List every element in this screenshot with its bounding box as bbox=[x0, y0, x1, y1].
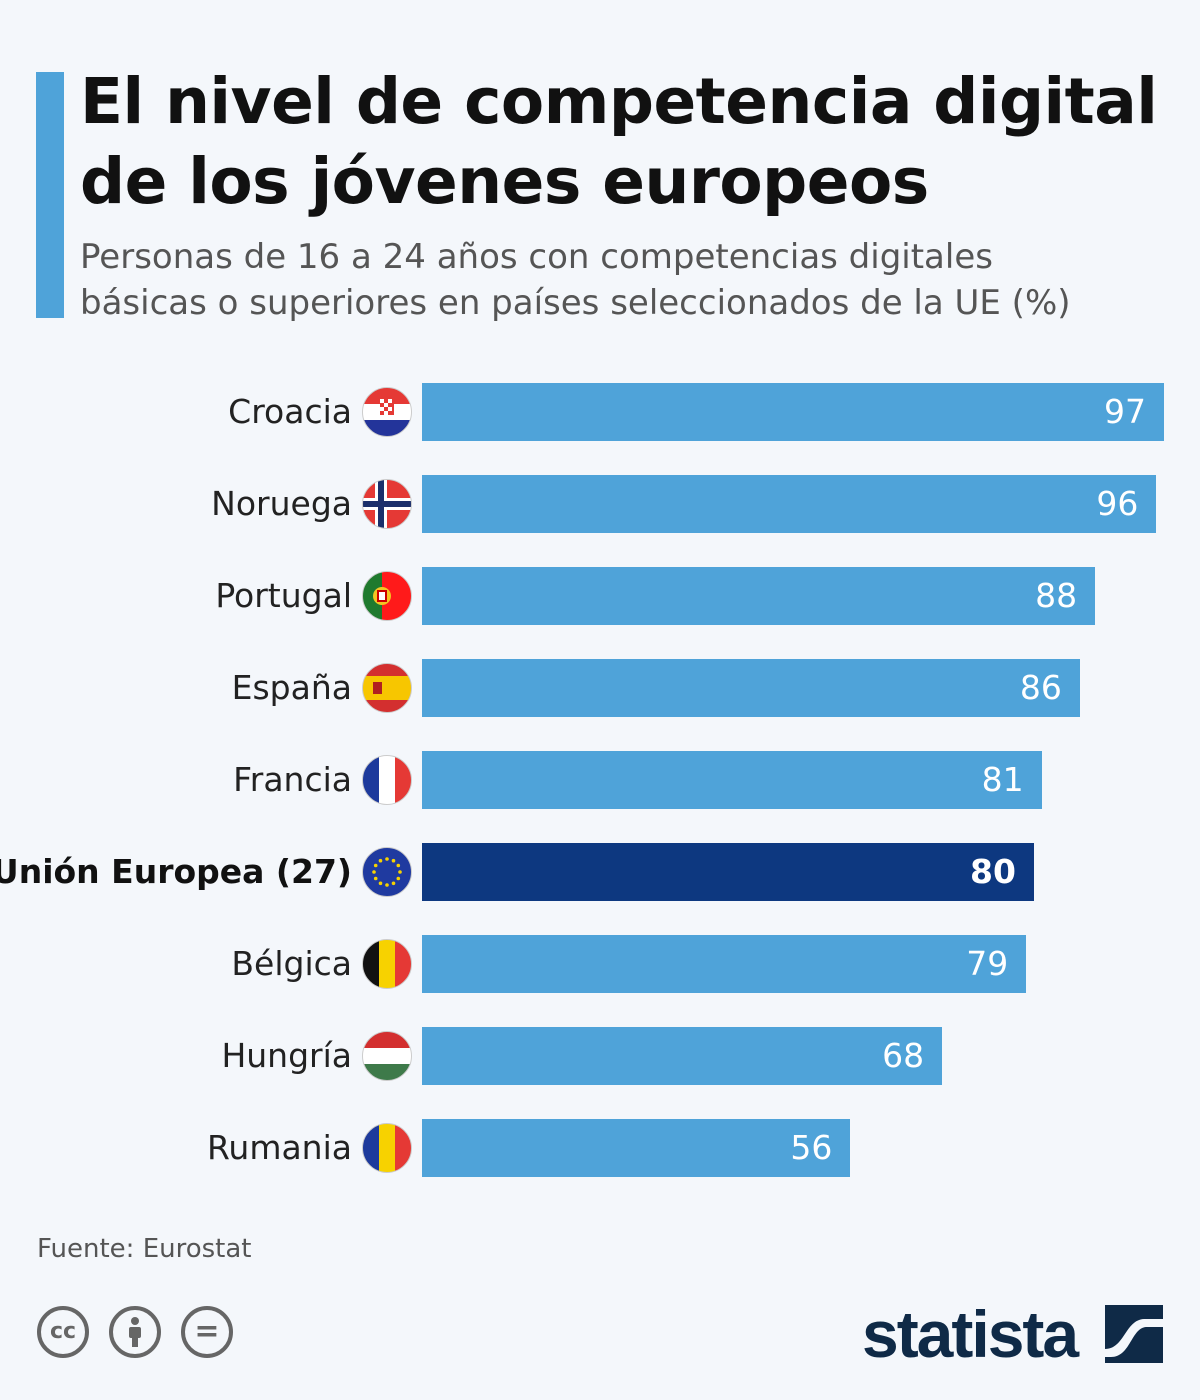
value-label: 79 bbox=[966, 944, 1009, 983]
spain-flag-icon bbox=[362, 663, 412, 713]
bar-row: España 86 bbox=[0, 659, 1200, 717]
portugal-flag-icon bbox=[362, 571, 412, 621]
category-label: Croacia bbox=[228, 392, 352, 431]
bar-row: Hungría 68 bbox=[0, 1027, 1200, 1085]
croatia-flag-icon bbox=[362, 387, 412, 437]
bar-row: Noruega 96 bbox=[0, 475, 1200, 533]
france-flag-icon bbox=[362, 755, 412, 805]
category-label: España bbox=[231, 668, 352, 707]
bar: 81 bbox=[422, 751, 1042, 809]
title-line-2: de los jóvenes europeos bbox=[80, 145, 929, 218]
chart-title: El nivel de competencia digital de los j… bbox=[80, 62, 1158, 222]
category-label: Portugal bbox=[215, 576, 352, 615]
romania-flag-icon bbox=[362, 1123, 412, 1173]
value-label: 97 bbox=[1104, 392, 1146, 431]
value-label: 80 bbox=[970, 852, 1016, 891]
value-label: 86 bbox=[1019, 668, 1062, 707]
statista-logo-icon bbox=[1105, 1305, 1163, 1363]
statista-logo[interactable]: statista bbox=[862, 1296, 1079, 1372]
value-label: 68 bbox=[882, 1036, 925, 1075]
category-label: Hungría bbox=[221, 1036, 352, 1075]
no-derivatives-icon[interactable]: = bbox=[181, 1306, 233, 1358]
subtitle-line-2: básicas o superiores en países seleccion… bbox=[80, 283, 1071, 323]
category-label: Francia bbox=[233, 760, 352, 799]
bar-row: Croacia 97 bbox=[0, 383, 1200, 441]
belgium-flag-icon bbox=[362, 939, 412, 989]
subtitle-line-1: Personas de 16 a 24 años con competencia… bbox=[80, 237, 993, 277]
source-note: Fuente: Eurostat bbox=[37, 1234, 252, 1264]
category-label: Rumania bbox=[206, 1128, 352, 1167]
title-accent-bar bbox=[36, 72, 64, 318]
bar-row: Rumania 56 bbox=[0, 1119, 1200, 1177]
value-label: 81 bbox=[981, 760, 1024, 799]
value-label: 88 bbox=[1035, 576, 1078, 615]
chart-subtitle: Personas de 16 a 24 años con competencia… bbox=[80, 234, 1071, 326]
bar: 79 bbox=[422, 935, 1027, 993]
bar-row: Francia 81 bbox=[0, 751, 1200, 809]
bar-row: Unión Europea (27) 80 bbox=[0, 843, 1200, 901]
bar: 97 bbox=[422, 383, 1164, 441]
eu-flag-icon bbox=[362, 847, 412, 897]
category-label: Unión Europea (27) bbox=[0, 852, 352, 891]
category-label: Bélgica bbox=[231, 944, 352, 983]
bar-row: Portugal 88 bbox=[0, 567, 1200, 625]
bar: 96 bbox=[422, 475, 1157, 533]
cc-license-icon[interactable]: cc bbox=[37, 1306, 89, 1358]
hungary-flag-icon bbox=[362, 1031, 412, 1081]
value-label: 96 bbox=[1096, 484, 1139, 523]
norway-flag-icon bbox=[362, 479, 412, 529]
bar-row: Bélgica 79 bbox=[0, 935, 1200, 993]
bar: 80 bbox=[422, 843, 1034, 901]
bar: 56 bbox=[422, 1119, 851, 1177]
statista-logo-text: statista bbox=[862, 1297, 1079, 1371]
bar: 86 bbox=[422, 659, 1080, 717]
value-label: 56 bbox=[790, 1128, 833, 1167]
attribution-icon[interactable] bbox=[109, 1306, 161, 1358]
bar: 68 bbox=[422, 1027, 943, 1085]
title-line-1: El nivel de competencia digital bbox=[80, 65, 1158, 138]
category-label: Noruega bbox=[211, 484, 352, 523]
bar: 88 bbox=[422, 567, 1096, 625]
